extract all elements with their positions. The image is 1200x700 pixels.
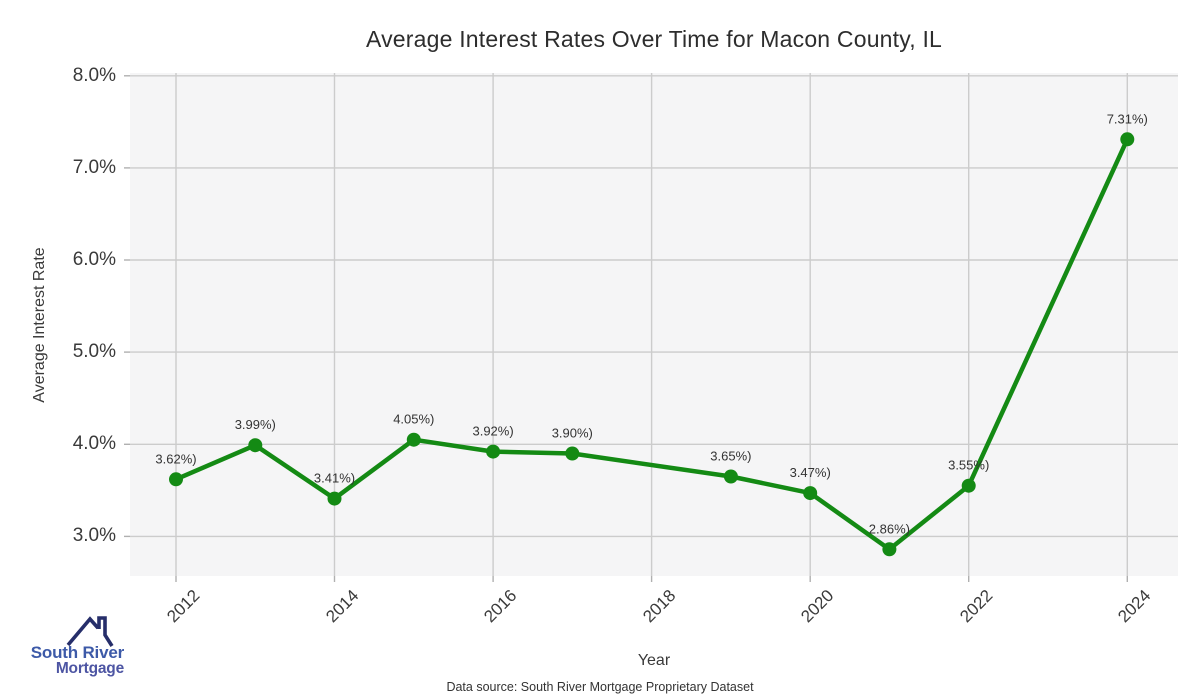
x-tick-label: 2016 bbox=[480, 586, 521, 627]
data-point-marker bbox=[248, 438, 263, 453]
data-point-label: 2.86%) bbox=[869, 521, 910, 536]
data-point-marker bbox=[565, 446, 580, 461]
data-point-marker bbox=[803, 486, 818, 501]
line-chart: 3.62%) 3.99%) 3.41%) 4.05%) 3.92%) 3.90%) 3.65… bbox=[124, 73, 1178, 582]
x-tick-label: 2014 bbox=[321, 586, 362, 627]
data-point-label: 3.62%) bbox=[155, 451, 196, 466]
data-point-label: 3.41%) bbox=[314, 471, 355, 486]
y-tick-label: 5.0% bbox=[72, 341, 116, 363]
logo-text-line1: South River bbox=[30, 643, 124, 662]
y-tick-label: 3.0% bbox=[72, 525, 116, 547]
x-tick-label: 2022 bbox=[955, 586, 997, 627]
data-point-marker bbox=[486, 444, 501, 459]
x-tick-label: 2024 bbox=[1114, 586, 1155, 627]
data-point-label: 3.55%) bbox=[948, 458, 989, 473]
south-river-mortgage-logo: South River Mortgage bbox=[16, 613, 128, 683]
data-point-marker bbox=[327, 491, 342, 506]
data-point-label: 3.90%) bbox=[552, 426, 593, 441]
data-point-label: 3.47%) bbox=[790, 465, 831, 480]
y-tick-label: 4.0% bbox=[72, 433, 116, 455]
y-tick-label: 8.0% bbox=[72, 64, 116, 86]
x-tick-label: 2018 bbox=[638, 586, 680, 627]
data-point-label: 7.31%) bbox=[1107, 111, 1148, 126]
data-point-label: 4.05%) bbox=[393, 412, 434, 427]
gridlines bbox=[130, 73, 1178, 576]
y-tick-label: 6.0% bbox=[72, 249, 116, 270]
house-roof-icon bbox=[66, 616, 114, 647]
data-point-label: 3.92%) bbox=[472, 424, 513, 439]
data-point-marker bbox=[169, 472, 183, 487]
data-point-marker bbox=[961, 478, 976, 493]
data-point-marker bbox=[406, 432, 421, 447]
x-tick-label: 2020 bbox=[797, 586, 838, 627]
x-tick-label: 2012 bbox=[163, 586, 204, 627]
tick-marks bbox=[124, 75, 1128, 582]
x-axis-label: Year bbox=[637, 652, 671, 669]
y-tick-label: 7.0% bbox=[72, 156, 116, 178]
data-point-marker bbox=[882, 542, 897, 557]
data-point-marker bbox=[1120, 132, 1135, 147]
logo-text-line2: Mortgage bbox=[55, 660, 124, 677]
plot-area: 3.62%) 3.99%) 3.41%) 4.05%) 3.92%) 3.90%) 3.65… bbox=[124, 73, 1178, 582]
data-point-label: 3.99%) bbox=[235, 417, 276, 432]
data-point-marker bbox=[723, 469, 738, 484]
chart-title: Average Interest Rates Over Time for Mac… bbox=[365, 26, 943, 52]
data-point-label: 3.65%) bbox=[710, 449, 751, 464]
data-point-markers bbox=[169, 132, 1135, 557]
data-source-note: Data source: South River Mortgage Propri… bbox=[446, 680, 754, 694]
data-point-labels: 3.62%) 3.99%) 3.41%) 4.05%) 3.92%) 3.90%) 3.65… bbox=[155, 111, 1148, 536]
